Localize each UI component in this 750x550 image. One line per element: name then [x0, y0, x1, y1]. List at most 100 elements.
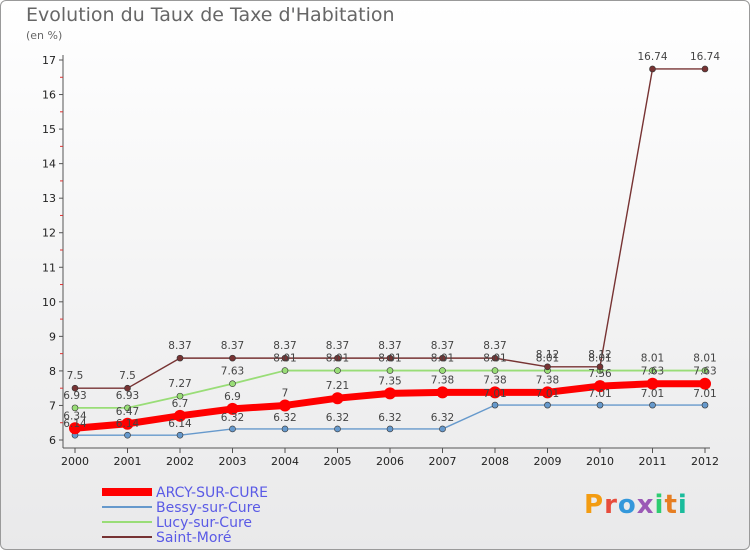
logo-letter: i [654, 490, 665, 520]
data-label-saint-mor-: 8.37 [431, 340, 454, 352]
data-point-saint-mor- [596, 363, 604, 371]
data-label-bessy-sur-cure: 7.01 [483, 388, 506, 400]
data-label-saint-mor-: 16.74 [690, 51, 720, 63]
logo-letter: t [664, 490, 678, 520]
data-point-lucy-sur-cure [649, 367, 656, 374]
data-label-saint-mor-: 7.5 [119, 370, 136, 382]
data-label-saint-mor-: 8.37 [326, 340, 349, 352]
unit-label: (en %) [26, 29, 63, 42]
data-point-saint-mor- [176, 354, 184, 362]
x-tick-label: 2001 [114, 455, 142, 468]
data-label-lucy-sur-cure: 8.01 [588, 353, 611, 365]
y-tick-label: 15 [42, 123, 56, 136]
data-point-lucy-sur-cure [176, 392, 184, 400]
data-label-bessy-sur-cure: 6.14 [116, 418, 140, 430]
x-tick-label: 2007 [429, 455, 457, 468]
x-tick-label: 2002 [166, 455, 194, 468]
data-label-bessy-sur-cure: 7.01 [641, 388, 664, 400]
data-label-bessy-sur-cure: 6.14 [63, 418, 87, 430]
y-tick-label: 9 [49, 330, 56, 343]
y-tick-label: 14 [42, 158, 56, 171]
data-label-lucy-sur-cure: 7.27 [168, 378, 191, 390]
data-point-arcy-sur-cure [331, 392, 344, 405]
logo-letter: x [636, 490, 655, 520]
x-tick-label: 2009 [534, 455, 562, 468]
data-point-arcy-sur-cure [646, 377, 659, 390]
data-point-arcy-sur-cure [384, 387, 396, 400]
data-point-lucy-sur-cure [229, 380, 236, 387]
data-point-arcy-sur-cure [174, 409, 186, 422]
data-point-arcy-sur-cure [594, 380, 606, 393]
data-label-saint-mor-: 16.74 [637, 51, 667, 63]
data-point-arcy-sur-cure [489, 386, 501, 399]
data-point-saint-mor- [229, 354, 236, 362]
data-label-bessy-sur-cure: 7.01 [536, 388, 559, 400]
data-label-bessy-sur-cure: 6.32 [221, 412, 244, 424]
x-tick-label: 2000 [61, 455, 89, 468]
data-label-bessy-sur-cure: 6.14 [168, 418, 192, 430]
logo-letter: r [604, 490, 618, 520]
x-tick-label: 2008 [481, 455, 509, 468]
data-label-arcy-sur-cure: 6.9 [224, 391, 241, 403]
data-label-saint-mor-: 8.37 [221, 340, 244, 352]
data-label-arcy-sur-cure: 7.38 [536, 374, 559, 386]
data-label-arcy-sur-cure: 7.35 [378, 375, 401, 387]
data-label-arcy-sur-cure: 7.38 [431, 374, 454, 386]
data-point-arcy-sur-cure [69, 422, 81, 435]
y-tick-label: 12 [42, 227, 56, 240]
data-point-bessy-sur-cure [439, 425, 446, 433]
data-label-arcy-sur-cure: 7.38 [483, 374, 506, 386]
data-point-bessy-sur-cure [124, 431, 131, 439]
x-tick-label: 2010 [586, 455, 614, 468]
data-label-lucy-sur-cure: 8.01 [273, 353, 296, 365]
logo-letter: o [617, 490, 637, 520]
data-point-arcy-sur-cure [699, 377, 711, 390]
data-point-bessy-sur-cure [544, 401, 551, 409]
data-label-saint-mor-: 8.37 [378, 340, 401, 352]
data-label-lucy-sur-cure: 8.01 [378, 353, 401, 365]
data-label-arcy-sur-cure: 7 [282, 387, 289, 399]
data-point-saint-mor- [649, 65, 656, 73]
data-label-arcy-sur-cure: 7.56 [588, 368, 612, 380]
legend-label: ARCY-SUR-CURE [156, 485, 268, 501]
x-tick-label: 2004 [271, 455, 299, 468]
data-label-bessy-sur-cure: 6.32 [273, 412, 296, 424]
y-tick-label: 6 [49, 434, 56, 447]
data-label-lucy-sur-cure: 8.01 [641, 353, 664, 365]
data-point-saint-mor- [334, 354, 341, 362]
data-point-bessy-sur-cure [281, 425, 289, 433]
data-point-saint-mor- [124, 384, 131, 392]
data-label-lucy-sur-cure: 6.93 [63, 390, 86, 402]
data-point-saint-mor- [71, 384, 79, 392]
data-label-bessy-sur-cure: 6.32 [378, 412, 401, 424]
y-tick-label: 13 [42, 192, 56, 205]
data-label-lucy-sur-cure: 8.01 [326, 353, 349, 365]
y-tick-label: 8 [49, 365, 56, 378]
data-label-lucy-sur-cure: 8.01 [431, 353, 454, 365]
data-point-bessy-sur-cure [229, 425, 236, 433]
logo-letter: i [677, 490, 688, 520]
y-tick-label: 16 [42, 89, 56, 102]
data-label-arcy-sur-cure: 6.47 [116, 406, 139, 418]
data-point-lucy-sur-cure [281, 367, 289, 374]
legend-label: Bessy-sur-Cure [156, 500, 261, 516]
chart-title: Evolution du Taux de Taxe d'Habitation [26, 4, 395, 26]
data-label-bessy-sur-cure: 6.32 [326, 412, 349, 424]
data-label-lucy-sur-cure: 7.63 [221, 366, 244, 378]
data-label-arcy-sur-cure: 6.7 [172, 398, 189, 410]
data-point-lucy-sur-cure [386, 367, 394, 374]
data-point-arcy-sur-cure [436, 386, 449, 399]
data-point-lucy-sur-cure [439, 367, 446, 374]
data-point-lucy-sur-cure [71, 404, 79, 412]
data-label-bessy-sur-cure: 7.01 [693, 388, 716, 400]
data-label-saint-mor-: 8.37 [168, 340, 191, 352]
data-point-bessy-sur-cure [176, 431, 184, 439]
data-label-lucy-sur-cure: 6.93 [116, 390, 139, 402]
data-label-saint-mor-: 8.12 [588, 349, 611, 361]
data-label-arcy-sur-cure: 6.34 [63, 410, 87, 422]
data-point-saint-mor- [386, 354, 394, 362]
data-point-saint-mor- [491, 354, 499, 362]
data-label-lucy-sur-cure: 8.01 [693, 353, 716, 365]
